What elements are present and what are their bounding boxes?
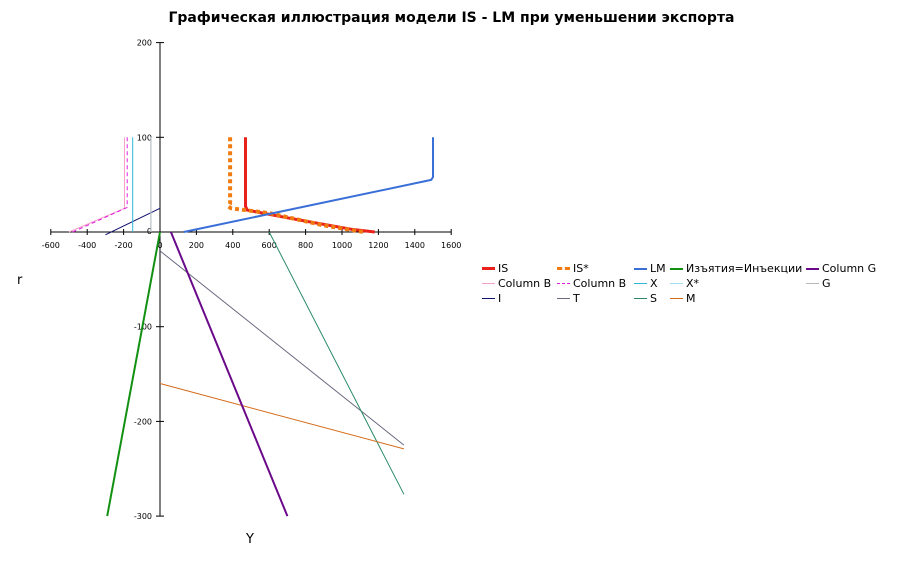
legend-swatch bbox=[482, 283, 495, 284]
legend-item: Column G bbox=[806, 262, 876, 275]
legend-swatch bbox=[670, 283, 683, 284]
legend-swatch bbox=[670, 298, 683, 299]
legend-label: Column G bbox=[822, 262, 877, 275]
x-tick-label: 1400 bbox=[405, 241, 425, 250]
x-tick-label: 200 bbox=[189, 241, 204, 250]
series-line-12 bbox=[169, 231, 289, 517]
legend-item: Изъятия=Инъекции bbox=[670, 262, 802, 275]
legend-label: X* bbox=[686, 277, 700, 290]
legend-item: IS bbox=[482, 262, 508, 275]
x-tick-label: 1000 bbox=[332, 241, 352, 250]
x-axis-label: Y bbox=[246, 532, 254, 547]
legend-swatch bbox=[670, 267, 683, 270]
legend-swatch bbox=[557, 283, 570, 284]
legend-label: X bbox=[650, 277, 658, 290]
series-line-1 bbox=[68, 137, 125, 233]
legend-swatch bbox=[634, 283, 647, 284]
legend-label: LM bbox=[650, 262, 666, 275]
legend-label: Изъятия=Инъекции bbox=[686, 262, 803, 275]
axes: -600 -400 -200 0 200 400 600 800 1000 1200 1400 160… bbox=[42, 39, 462, 521]
legend-label: IS* bbox=[573, 262, 589, 275]
chart-title: Графическая иллюстрация модели IS - LM п… bbox=[168, 10, 735, 26]
x-tick-label: -600 bbox=[42, 241, 60, 250]
legend-label: G bbox=[822, 277, 831, 290]
x-tick-label: -200 bbox=[115, 241, 133, 250]
series-line-8 bbox=[268, 231, 405, 495]
legend-label: Column B bbox=[498, 277, 552, 290]
legend-label: T bbox=[573, 292, 580, 305]
legend-swatch bbox=[557, 267, 570, 270]
legend-swatch bbox=[557, 298, 570, 299]
legend-label: M bbox=[686, 292, 696, 305]
legend-label: IS bbox=[498, 262, 509, 275]
series-line-0 bbox=[244, 137, 375, 234]
x-tick-label: 0 bbox=[157, 241, 162, 250]
series-line-3 bbox=[226, 137, 365, 234]
y-tick-label: 200 bbox=[137, 39, 152, 48]
legend-item: G bbox=[806, 277, 831, 290]
series-lines bbox=[68, 137, 434, 517]
legend-swatch bbox=[634, 267, 647, 270]
legend-item: Column B bbox=[557, 277, 626, 290]
x-tick-label: 1600 bbox=[441, 241, 461, 250]
legend-swatch bbox=[482, 267, 495, 270]
series-line-9 bbox=[106, 231, 161, 517]
x-tick-label: 400 bbox=[225, 241, 240, 250]
legend-item: IS* bbox=[557, 262, 589, 275]
legend-item: X* bbox=[670, 277, 699, 290]
y-axis-label: r bbox=[17, 273, 23, 288]
legend-swatch bbox=[634, 298, 647, 299]
x-tick-label: 600 bbox=[262, 241, 277, 250]
x-tick-label: -400 bbox=[78, 241, 96, 250]
x-tick-label: 800 bbox=[298, 241, 313, 250]
series-line-4 bbox=[72, 137, 128, 233]
legend-label: Column B bbox=[573, 277, 627, 290]
y-tick-label: 100 bbox=[137, 133, 152, 142]
legend-swatch bbox=[806, 267, 819, 270]
legend-label: I bbox=[498, 292, 502, 305]
x-tick-label: 1200 bbox=[368, 241, 388, 250]
legend-item: M bbox=[670, 292, 696, 305]
series-line-11 bbox=[159, 383, 405, 450]
y-tick-label: -300 bbox=[134, 512, 152, 521]
legend-item: LM bbox=[634, 262, 666, 275]
legend-label: S bbox=[650, 292, 657, 305]
legend-item: S bbox=[634, 292, 657, 305]
legend-item: I bbox=[482, 292, 501, 305]
legend-swatch bbox=[806, 283, 819, 284]
legend-item: X bbox=[634, 277, 658, 290]
y-tick-label: -200 bbox=[134, 417, 152, 426]
legend-swatch bbox=[482, 298, 495, 299]
legend-item: Column B bbox=[482, 277, 551, 290]
legend-item: T bbox=[557, 292, 580, 305]
y-tick-label: 0 bbox=[147, 227, 152, 236]
series-line-6 bbox=[183, 137, 434, 233]
series-line-5 bbox=[159, 250, 405, 446]
